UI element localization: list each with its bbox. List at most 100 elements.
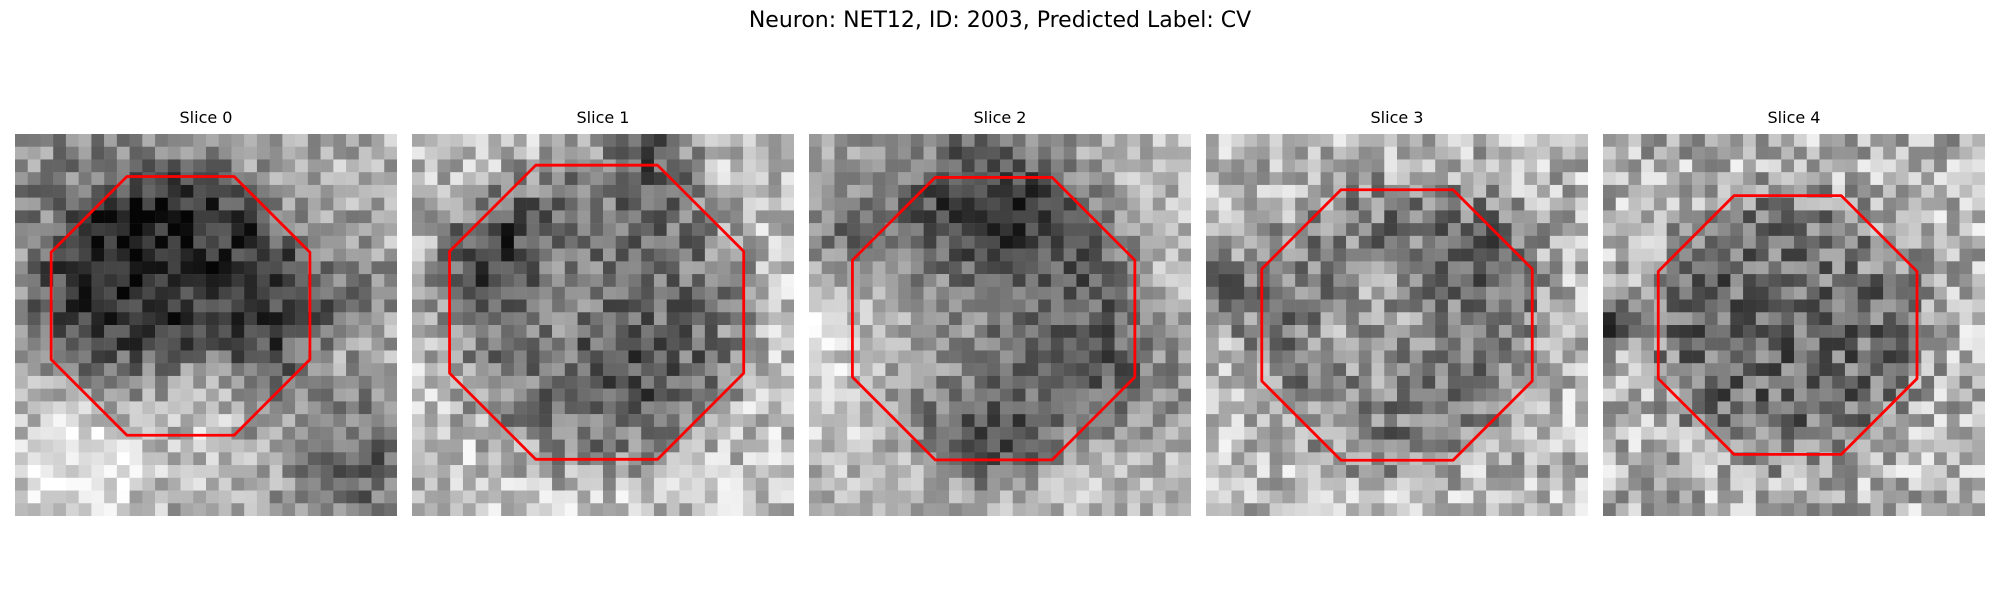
pixel bbox=[653, 159, 667, 173]
pixel bbox=[1562, 184, 1576, 198]
pixel bbox=[1537, 235, 1551, 249]
pixel bbox=[1473, 223, 1487, 237]
pixel bbox=[949, 439, 963, 453]
pixel bbox=[1537, 299, 1551, 313]
pixel bbox=[1575, 401, 1588, 415]
pixel bbox=[1307, 134, 1321, 147]
pixel bbox=[193, 401, 207, 415]
pixel bbox=[1063, 197, 1077, 211]
pixel bbox=[743, 197, 757, 211]
pixel bbox=[1511, 210, 1525, 224]
pixel bbox=[936, 235, 950, 249]
pixel bbox=[936, 350, 950, 364]
pixel bbox=[755, 363, 769, 377]
pixel bbox=[1921, 134, 1935, 147]
pixel bbox=[1384, 274, 1398, 288]
pixel bbox=[1089, 299, 1103, 313]
pixel bbox=[1371, 184, 1385, 198]
pixel bbox=[1178, 325, 1191, 338]
pixel bbox=[282, 452, 296, 466]
pixel bbox=[1844, 223, 1858, 237]
pixel bbox=[1206, 274, 1219, 288]
pixel bbox=[193, 274, 207, 288]
pixel bbox=[1140, 503, 1154, 516]
pixel bbox=[1473, 299, 1487, 313]
pixel bbox=[936, 299, 950, 313]
pixel bbox=[653, 439, 667, 453]
pixel bbox=[1870, 490, 1884, 504]
pixel bbox=[1755, 134, 1769, 147]
pixel bbox=[590, 134, 604, 147]
pixel bbox=[1832, 172, 1846, 186]
pixel bbox=[526, 503, 540, 516]
pixel bbox=[384, 401, 397, 415]
pixel bbox=[462, 452, 476, 466]
pixel bbox=[1231, 312, 1245, 326]
pixel bbox=[501, 197, 515, 211]
pixel bbox=[358, 248, 372, 262]
pixel bbox=[53, 439, 67, 453]
pixel bbox=[692, 146, 706, 160]
pixel bbox=[1320, 426, 1334, 440]
pixel bbox=[1692, 312, 1706, 326]
pixel bbox=[1282, 274, 1296, 288]
pixel bbox=[1959, 312, 1973, 326]
pixel bbox=[1857, 159, 1871, 173]
pixel bbox=[256, 350, 270, 364]
pixel bbox=[1473, 477, 1487, 491]
pixel bbox=[1717, 350, 1731, 364]
pixel bbox=[847, 248, 861, 262]
pixel bbox=[847, 134, 861, 147]
pixel bbox=[1972, 401, 1985, 415]
pixel bbox=[1537, 465, 1551, 479]
pixel bbox=[450, 375, 464, 389]
pixel bbox=[603, 426, 616, 440]
pixel bbox=[282, 503, 296, 516]
pixel bbox=[1333, 159, 1347, 173]
pixel bbox=[116, 235, 130, 249]
pixel bbox=[295, 274, 309, 288]
pixel bbox=[1012, 477, 1026, 491]
pixel bbox=[91, 477, 105, 491]
pixel bbox=[666, 503, 680, 516]
pixel bbox=[384, 350, 397, 364]
pixel bbox=[1832, 159, 1846, 173]
pixel bbox=[1628, 299, 1642, 313]
pixel bbox=[244, 465, 258, 479]
pixel bbox=[974, 388, 988, 402]
pixel bbox=[295, 325, 309, 338]
pixel bbox=[1165, 274, 1179, 288]
pixel bbox=[1549, 261, 1563, 275]
pixel bbox=[1409, 414, 1423, 428]
pixel bbox=[1743, 159, 1757, 173]
pixel bbox=[1895, 184, 1909, 198]
pixel bbox=[27, 235, 41, 249]
pixel bbox=[53, 414, 67, 428]
pixel bbox=[1641, 312, 1655, 326]
pixel bbox=[412, 184, 425, 198]
pixel bbox=[1089, 325, 1103, 338]
slice-title: Slice 4 bbox=[1767, 108, 1821, 127]
pixel bbox=[666, 184, 680, 198]
pixel bbox=[1641, 172, 1655, 186]
pixel bbox=[834, 134, 848, 147]
pixel bbox=[692, 299, 706, 313]
pixel bbox=[1666, 235, 1680, 249]
pixel bbox=[717, 286, 731, 300]
pixel bbox=[923, 274, 937, 288]
pixel bbox=[552, 134, 566, 147]
pixel bbox=[1063, 337, 1077, 351]
pixel bbox=[653, 452, 667, 466]
pixel bbox=[1870, 210, 1884, 224]
pixel bbox=[1244, 337, 1258, 351]
pixel bbox=[501, 401, 515, 415]
pixel bbox=[1295, 248, 1309, 262]
pixel bbox=[27, 477, 41, 491]
pixel bbox=[717, 274, 731, 288]
pixel bbox=[603, 235, 616, 249]
pixel bbox=[1755, 363, 1769, 377]
pixel bbox=[1857, 299, 1871, 313]
pixel bbox=[910, 172, 924, 186]
pixel bbox=[590, 401, 604, 415]
pixel bbox=[437, 261, 451, 275]
